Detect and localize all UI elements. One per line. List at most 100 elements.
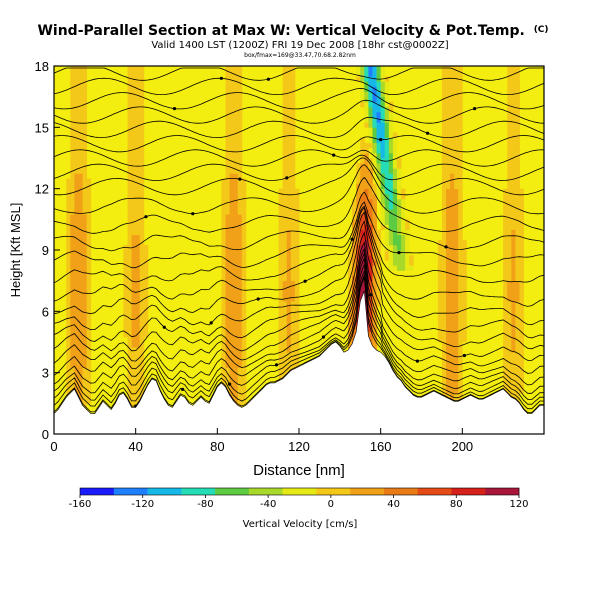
velocity-cell [519,193,524,200]
velocity-cell [519,382,524,389]
velocity-cell [225,239,230,246]
velocity-cell [74,204,79,210]
velocity-cell [380,152,386,159]
velocity-cell [233,198,239,205]
velocity-cell [221,209,226,215]
velocity-cell [511,163,516,169]
velocity-cell [388,122,394,128]
velocity-cell [294,362,300,368]
velocity-cell [507,382,512,389]
velocity-cell [290,362,296,368]
velocity-cell [372,132,377,138]
velocity-cell [364,306,369,312]
velocity-cell [139,112,145,118]
velocity-cell [135,183,141,190]
velocity-cell [290,204,296,210]
velocity-cell [78,219,83,225]
velocity-cell [241,188,247,195]
velocity-cell [446,198,451,205]
velocity-cell [82,377,88,384]
velocity-cell [278,270,284,276]
velocity-cell [507,96,512,103]
velocity-cell [503,234,508,241]
colorbar-swatch [316,488,351,495]
velocity-cell [229,326,235,333]
velocity-cell [229,76,235,82]
velocity-cell [127,178,132,184]
velocity-cell [233,112,239,118]
velocity-cell [356,209,361,215]
velocity-cell [286,101,292,108]
velocity-cell [221,362,226,368]
velocity-cell [372,137,377,144]
velocity-cell [139,275,145,282]
velocity-cell [131,112,137,118]
velocity-cell [437,244,443,251]
velocity-cell [450,132,455,138]
velocity-cell [441,372,447,379]
velocity-cell [450,122,455,128]
velocity-cell [225,250,230,256]
velocity-cell [507,260,512,266]
isotherm-line [54,164,544,215]
velocity-cell [507,229,512,236]
velocity-cell [82,152,88,159]
velocity-cell [519,372,524,379]
velocity-cell [233,321,239,328]
velocity-cell [70,229,75,236]
velocity-cell [278,352,284,358]
velocity-cell [294,311,300,317]
velocity-cell [401,255,406,261]
colorbar-tick-label: 80 [450,499,463,510]
velocity-cell [135,255,141,261]
velocity-cell [131,209,137,215]
isotherm-line [54,263,544,400]
velocity-cell [441,296,447,302]
velocity-cell [388,168,394,174]
velocity-cell [86,275,92,282]
velocity-cell [237,234,243,241]
velocity-cell [511,81,516,87]
velocity-cell [454,132,459,138]
velocity-cell [450,290,455,297]
velocity-cell [225,270,230,276]
velocity-cell [78,86,83,92]
velocity-cell [123,290,128,297]
velocity-cell [507,316,512,322]
velocity-cell [441,219,447,225]
velocity-cell [74,106,79,113]
velocity-cell [294,285,300,292]
velocity-cell [446,122,451,128]
velocity-cell [74,250,79,256]
velocity-cell [229,393,235,399]
velocity-cell [127,280,132,287]
velocity-cell [282,101,288,108]
velocity-cell [66,178,71,184]
velocity-cell [364,71,369,77]
velocity-cell [127,229,132,236]
velocity-cell [131,183,137,190]
velocity-cell [282,362,288,368]
velocity-cell [70,352,75,358]
velocity-cell [78,382,83,389]
velocity-cell [511,76,516,82]
velocity-cell [290,81,296,87]
velocity-cell [286,122,292,128]
velocity-cell [290,158,296,164]
velocity-cell [441,193,447,200]
velocity-cell [511,316,516,322]
velocity-cell [397,168,402,174]
velocity-cell [441,204,447,210]
velocity-cell [376,193,382,200]
velocity-cell [286,311,292,317]
velocity-cell [450,255,455,261]
velocity-cell [437,336,443,343]
velocity-cell [286,326,292,333]
velocity-cell [131,306,137,312]
velocity-cell [360,198,365,205]
velocity-cell [286,132,292,138]
velocity-cell [294,301,300,307]
velocity-cell [462,244,467,251]
velocity-cell [519,188,524,195]
velocity-cell [437,311,443,317]
